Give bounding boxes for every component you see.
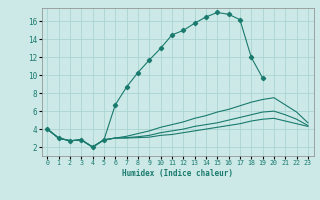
X-axis label: Humidex (Indice chaleur): Humidex (Indice chaleur) (122, 169, 233, 178)
